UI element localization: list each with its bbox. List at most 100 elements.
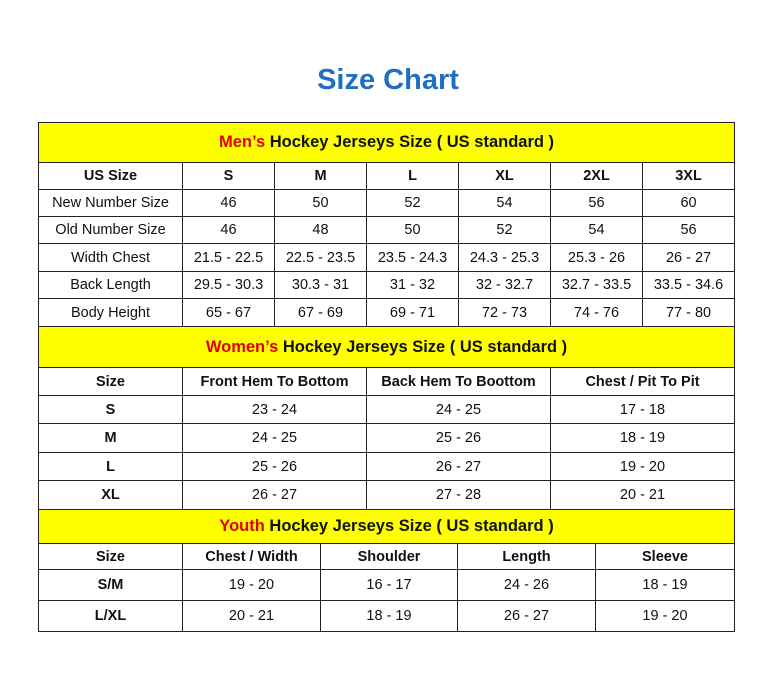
row-label: Old Number Size [38, 216, 183, 244]
column-header: 3XL [641, 162, 736, 190]
table-cell: 54 [550, 216, 643, 244]
column-header: Size [38, 543, 183, 570]
column-header: L [366, 162, 459, 190]
table-cell: 27 - 28 [366, 480, 551, 510]
row-label: S [38, 395, 183, 424]
table-cell: 18 - 19 [549, 423, 736, 453]
table-cell: 54 [458, 189, 551, 217]
mens-section-header: Men’s Hockey Jerseys Size ( US standard … [37, 122, 736, 163]
table-row: Width Chest 21.5 - 22.5 22.5 - 23.5 23.5 - … [38, 243, 736, 272]
column-header: Chest / Pit To Pit [549, 367, 736, 396]
row-label: XL [38, 480, 183, 510]
table-cell: 72 - 73 [458, 298, 551, 327]
table-cell: 69 - 71 [366, 298, 459, 327]
size-chart: Men’s Hockey Jerseys Size ( US standard … [37, 122, 736, 632]
table-cell: 19 - 20 [182, 569, 321, 601]
column-header: 2XL [550, 162, 643, 190]
table-cell: 18 - 19 [594, 569, 736, 601]
table-cell: 56 [550, 189, 643, 217]
row-label: M [38, 423, 183, 453]
section-heading: Hockey Jerseys Size ( US standard ) [264, 517, 554, 535]
womens-section-header: Women’s Hockey Jerseys Size ( US standar… [37, 326, 736, 368]
table-row: Old Number Size 46 48 50 52 54 56 [38, 216, 736, 244]
section-heading: Hockey Jerseys Size ( US standard ) [265, 133, 555, 151]
table-row: XL 26 - 27 27 - 28 20 - 21 [38, 480, 736, 510]
table-cell: 20 - 21 [182, 600, 321, 632]
table-cell: 32 - 32.7 [458, 271, 551, 299]
table-cell: 74 - 76 [550, 298, 643, 327]
section-heading: Hockey Jerseys Size ( US standard ) [278, 337, 568, 356]
page-title: Size Chart [317, 64, 459, 96]
row-label: Width Chest [38, 243, 183, 272]
table-cell: 26 - 27 [366, 452, 551, 481]
table-cell: 20 - 21 [549, 480, 736, 510]
table-cell: 17 - 18 [549, 395, 736, 424]
table-cell: 23 - 24 [182, 395, 367, 424]
table-row: L/XL 20 - 21 18 - 19 26 - 27 19 - 20 [38, 600, 736, 632]
youth-section-header: Youth Hockey Jerseys Size ( US standard … [37, 509, 736, 544]
section-accent-label: Women’s [205, 337, 279, 356]
table-cell: 48 [274, 216, 367, 244]
table-cell: 52 [366, 189, 459, 217]
column-header: Chest / Width [182, 543, 321, 570]
table-cell: 46 [182, 189, 275, 217]
column-header: Back Hem To Boottom [366, 367, 551, 396]
row-label: S/M [38, 569, 183, 601]
table-cell: 26 - 27 [182, 480, 367, 510]
table-cell: 67 - 69 [274, 298, 367, 327]
column-header: Length [457, 543, 596, 570]
column-header-row: Size Front Hem To Bottom Back Hem To Boott… [38, 367, 736, 396]
table-cell: 16 - 17 [320, 569, 458, 601]
table-cell: 60 [641, 189, 736, 217]
column-header: M [274, 162, 367, 190]
table-cell: 56 [641, 216, 736, 244]
table-row: M 24 - 25 25 - 26 18 - 19 [38, 423, 736, 453]
table-cell: 24 - 26 [457, 569, 596, 601]
table-row: S/M 19 - 20 16 - 17 24 - 26 18 - 19 [38, 569, 736, 601]
womens-size-table: Women’s Hockey Jerseys Size ( US standar… [37, 326, 736, 510]
column-header: S [182, 162, 275, 190]
youth-size-table: Youth Hockey Jerseys Size ( US standard … [37, 509, 736, 632]
table-cell: 24 - 25 [182, 423, 367, 453]
table-cell: 50 [274, 189, 367, 217]
column-header: US Size [38, 162, 183, 190]
table-cell: 65 - 67 [182, 298, 275, 327]
column-header-row: Size Chest / Width Shoulder Length Sleeve [38, 543, 736, 570]
row-label: L [38, 452, 183, 481]
table-row: New Number Size 46 50 52 54 56 60 [38, 189, 736, 217]
row-label: Back Length [38, 271, 183, 299]
table-cell: 22.5 - 23.5 [274, 243, 367, 272]
table-row: Back Length 29.5 - 30.3 30.3 - 31 31 - 32 32… [38, 271, 736, 299]
table-cell: 26 - 27 [641, 243, 736, 272]
table-cell: 25.3 - 26 [550, 243, 643, 272]
table-cell: 31 - 32 [366, 271, 459, 299]
table-row: L 25 - 26 26 - 27 19 - 20 [38, 452, 736, 481]
table-row: S 23 - 24 24 - 25 17 - 18 [38, 395, 736, 424]
section-accent-label: Men’s [219, 133, 266, 151]
table-cell: 24 - 25 [366, 395, 551, 424]
column-header-row: US Size S M L XL 2XL 3XL [38, 162, 736, 190]
table-row: Body Height 65 - 67 67 - 69 69 - 71 72 - 73 7… [38, 298, 736, 327]
row-label: New Number Size [38, 189, 183, 217]
table-cell: 26 - 27 [457, 600, 596, 632]
column-header: Sleeve [594, 543, 736, 570]
table-cell: 21.5 - 22.5 [182, 243, 275, 272]
row-label: Body Height [38, 298, 183, 327]
table-cell: 46 [182, 216, 275, 244]
table-cell: 24.3 - 25.3 [458, 243, 551, 272]
table-cell: 30.3 - 31 [274, 271, 367, 299]
table-cell: 25 - 26 [182, 452, 367, 481]
table-cell: 77 - 80 [641, 298, 736, 327]
column-header: Shoulder [320, 543, 458, 570]
mens-size-table: Men’s Hockey Jerseys Size ( US standard … [37, 122, 736, 327]
section-accent-label: Youth [219, 517, 265, 535]
table-cell: 52 [458, 216, 551, 244]
table-cell: 23.5 - 24.3 [366, 243, 459, 272]
table-cell: 25 - 26 [366, 423, 551, 453]
row-label: L/XL [38, 600, 183, 632]
column-header: XL [458, 162, 551, 190]
table-cell: 29.5 - 30.3 [182, 271, 275, 299]
table-cell: 18 - 19 [320, 600, 458, 632]
table-cell: 32.7 - 33.5 [550, 271, 643, 299]
table-cell: 19 - 20 [594, 600, 736, 632]
